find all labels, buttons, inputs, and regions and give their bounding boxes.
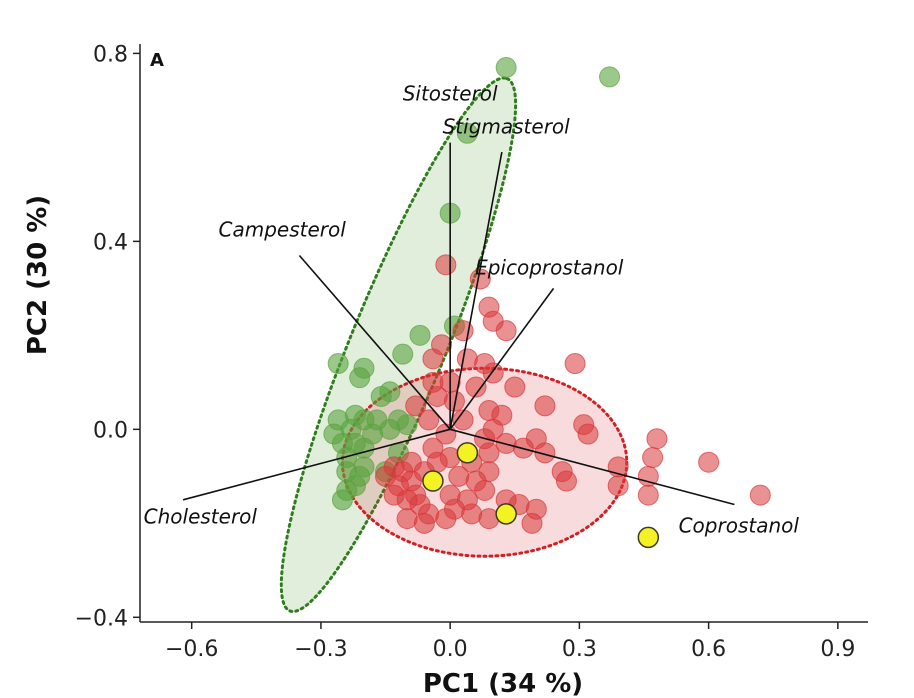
loading-label: Sitosterol	[403, 81, 498, 105]
loading-label: Campesterol	[219, 218, 347, 242]
data-point	[456, 122, 478, 144]
data-point	[474, 479, 496, 501]
loading-vector	[182, 428, 451, 501]
y-tick-label: 0.4	[93, 230, 128, 255]
data-point	[564, 353, 586, 375]
data-point	[422, 348, 444, 370]
data-point	[327, 353, 349, 375]
data-point	[435, 508, 457, 530]
data-point	[452, 409, 474, 431]
data-point	[418, 409, 440, 431]
x-axis-title: PC1 (34 %)	[423, 669, 583, 698]
x-tick-label: 0.9	[820, 637, 855, 662]
data-point	[607, 475, 629, 497]
data-point	[435, 254, 457, 276]
data-point	[642, 447, 664, 469]
x-tick-label: 0.6	[691, 637, 726, 662]
data-point	[396, 414, 418, 436]
y-tick-label: 0.8	[93, 42, 128, 67]
data-point	[349, 367, 371, 389]
y-tick-label: 0.0	[93, 418, 128, 443]
data-point	[465, 376, 487, 398]
data-point	[331, 489, 353, 511]
panel-label: A	[150, 50, 164, 71]
data-point	[495, 56, 517, 78]
data-point	[405, 395, 427, 417]
data-point	[637, 526, 660, 549]
data-point	[396, 508, 418, 530]
data-point	[599, 66, 621, 88]
x-tick-label: 0.0	[433, 637, 468, 662]
data-point	[370, 385, 392, 407]
data-point	[456, 442, 479, 464]
data-point	[749, 484, 771, 506]
axes: −0.6 −0.3 0.0 0.3 0.6 0.9 −0.4 0.0 0.4 0.8	[75, 42, 868, 662]
loading-label: Cholesterol	[144, 504, 258, 528]
data-point	[577, 423, 599, 445]
data-point	[534, 442, 556, 464]
loading-vector	[449, 428, 735, 506]
data-point	[353, 437, 375, 459]
data-point	[495, 320, 517, 342]
data-point	[495, 503, 517, 525]
y-axis-title: PC2 (30 %)	[23, 195, 53, 355]
loading-vectors: Sitosterol Stigmasterol Campesterol Epicopr…	[144, 81, 800, 537]
data-point	[637, 484, 659, 506]
data-point	[534, 395, 556, 417]
loading-label: Epicoprostanol	[475, 255, 624, 279]
x-tick-label: −0.6	[165, 637, 218, 662]
data-point	[422, 470, 444, 492]
loading-label: Stigmasterol	[443, 114, 571, 138]
loading-vector	[298, 254, 451, 430]
data-point	[646, 428, 668, 450]
data-point	[478, 442, 500, 464]
y-tick-label: −0.4	[75, 606, 128, 631]
x-tick-label: 0.3	[562, 637, 597, 662]
data-point	[409, 324, 431, 346]
x-tick-label: −0.3	[294, 637, 347, 662]
data-point	[698, 451, 720, 473]
loading-vector	[449, 287, 555, 430]
data-point	[504, 376, 526, 398]
data-point	[555, 470, 577, 492]
data-point	[392, 343, 414, 365]
loading-vector	[449, 151, 503, 430]
loading-label: Coprostanol	[679, 514, 800, 538]
data-point	[521, 512, 543, 534]
